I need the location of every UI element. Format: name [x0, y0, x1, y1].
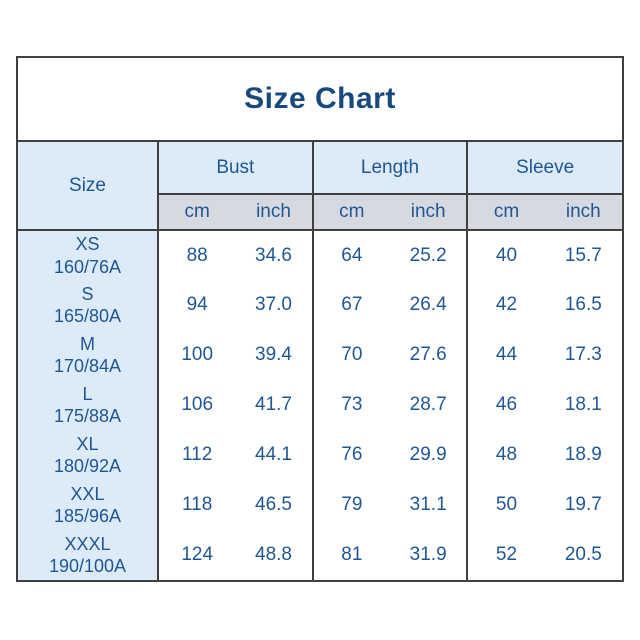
sleeve-inch-value: 19.7 — [564, 494, 602, 515]
bust-cm-value: 88 — [156, 229, 236, 280]
bust-cm-value: 112 — [156, 430, 236, 480]
size-label: XL — [76, 433, 99, 454]
length-inch-value: 27.6 — [409, 344, 447, 365]
sleeve-cm-value: 48 — [466, 430, 545, 480]
sleeve-group-header: Sleeve — [466, 142, 622, 194]
bust-cm-value: 124 — [156, 530, 236, 580]
length-inch-header: inch — [389, 193, 468, 230]
sleeve-cm-value: 46 — [466, 380, 545, 430]
sleeve-cm-value: 44 — [466, 330, 545, 380]
size-cell: XS 160/76A — [18, 229, 158, 280]
length-cm-value: 79 — [311, 480, 390, 530]
table-row: XS 160/76A 88 34.6 64 25.2 40 15.7 — [18, 229, 622, 280]
size-label: XXL — [70, 483, 105, 504]
sleeve-inch-value: 16.5 — [564, 294, 602, 315]
sleeve-cm-value: 52 — [466, 530, 545, 580]
size-table: Size Bust Length Sleeve cm inch cm inch … — [18, 142, 622, 580]
length-cm-header: cm — [311, 193, 390, 230]
size-spec: 185/96A — [53, 506, 122, 526]
bust-inch-value: 39.4 — [255, 344, 292, 365]
length-group-header: Length — [311, 142, 468, 194]
sleeve-inch-value: 17.3 — [564, 344, 602, 365]
sleeve-inch-header: inch — [544, 193, 622, 230]
chart-title: Size Chart — [18, 58, 622, 142]
table-row: L 175/88A 106 41.7 73 28.7 46 18.1 — [18, 380, 622, 430]
size-cell: S 165/80A — [18, 280, 158, 330]
bust-inch-header: inch — [235, 193, 313, 230]
bust-inch-value: 48.8 — [255, 544, 292, 565]
sleeve-cm-value: 40 — [466, 229, 545, 280]
size-spec: 180/92A — [53, 456, 122, 476]
size-spec: 175/88A — [53, 406, 122, 426]
sleeve-cm-value: 50 — [466, 480, 545, 530]
sleeve-cm-value: 42 — [466, 280, 545, 330]
bust-cm-value: 94 — [156, 280, 236, 330]
length-inch-value: 28.7 — [409, 394, 447, 415]
length-cm-value: 70 — [311, 330, 390, 380]
table-row: XXXL 190/100A 124 48.8 81 31.9 52 20.5 — [18, 530, 622, 580]
sleeve-inch-value: 18.1 — [564, 394, 602, 415]
size-spec: 190/100A — [48, 556, 127, 576]
bust-inch-value: 44.1 — [255, 444, 292, 465]
size-cell: L 175/88A — [18, 380, 158, 430]
size-column-header: Size — [18, 142, 158, 230]
bust-cm-value: 118 — [156, 480, 236, 530]
length-inch-value: 25.2 — [389, 229, 468, 280]
sleeve-inch-value: 20.5 — [564, 544, 602, 565]
bust-group-header: Bust — [157, 142, 313, 194]
length-cm-value: 76 — [311, 430, 390, 480]
size-label: M — [80, 333, 95, 354]
bust-inch-value: 34.6 — [235, 229, 313, 280]
table-row: XXL 185/96A 118 46.5 79 31.1 50 19.7 — [18, 480, 622, 530]
size-label: S — [81, 283, 94, 304]
length-inch-value: 26.4 — [409, 294, 447, 315]
table-row: S 165/80A 94 37.0 67 26.4 42 16.5 — [18, 280, 622, 330]
size-spec: 170/84A — [53, 356, 122, 376]
length-cm-value: 73 — [311, 380, 390, 430]
length-cm-value: 81 — [311, 530, 390, 580]
bust-inch-value: 41.7 — [255, 394, 292, 415]
size-spec: 165/80A — [53, 306, 122, 326]
size-cell: XL 180/92A — [18, 430, 158, 480]
length-inch-value: 29.9 — [409, 444, 447, 465]
length-inch-value: 31.9 — [409, 544, 447, 565]
bust-inch-value: 37.0 — [255, 294, 292, 315]
bust-cm-value: 106 — [156, 380, 236, 430]
size-cell: XXXL 190/100A — [18, 530, 158, 580]
table-row: M 170/84A 100 39.4 70 27.6 44 17.3 — [18, 330, 622, 380]
sleeve-cm-header: cm — [466, 193, 545, 230]
sleeve-inch-value: 18.9 — [564, 444, 602, 465]
size-spec: 160/76A — [53, 256, 122, 277]
bust-cm-value: 100 — [156, 330, 236, 380]
size-cell: M 170/84A — [18, 330, 158, 380]
group-header-row: Size Bust Length Sleeve — [18, 142, 622, 230]
bust-inch-value: 46.5 — [255, 494, 292, 515]
unit-header-row: cm inch cm inch cm inch — [18, 193, 622, 230]
table-row: XL 180/92A 112 44.1 76 29.9 48 18.9 — [18, 430, 622, 480]
size-label: L — [82, 383, 93, 404]
bust-cm-header: cm — [156, 193, 236, 230]
length-cm-value: 67 — [311, 280, 390, 330]
size-chart-panel: Size Chart Size Bust Length Sleeve cm in… — [16, 56, 624, 582]
size-label: XS — [75, 234, 100, 254]
size-cell: XXL 185/96A — [18, 480, 158, 530]
size-label: XXXL — [64, 533, 111, 554]
sleeve-inch-value: 15.7 — [544, 229, 622, 280]
length-cm-value: 64 — [311, 229, 390, 280]
length-inch-value: 31.1 — [409, 494, 447, 515]
